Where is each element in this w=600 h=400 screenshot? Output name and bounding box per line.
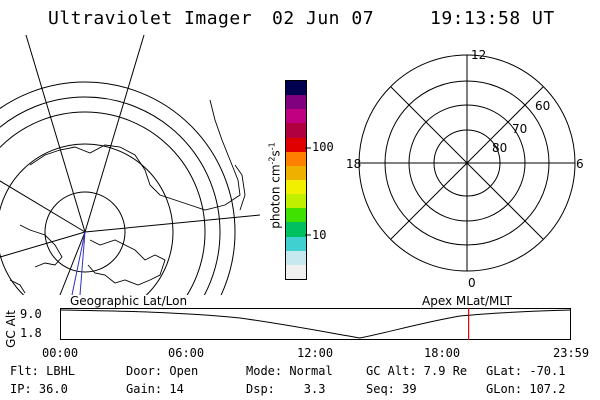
apex-label: Apex MLat/MLT [422,294,512,308]
x-tick-0600: 06:00 [168,346,205,360]
info-gain: Gain: 14 [126,382,184,396]
title: Ultraviolet Imager [48,8,253,29]
altitude-y-high: 9.0 [20,307,42,321]
meridian [0,231,86,258]
info-gc-alt: GC Alt: 7.9 Re [366,364,468,378]
polar-diagonal [390,86,544,240]
altitude-curve [60,309,571,339]
time: 19:13:58 UT [430,8,555,29]
colorbar-segment [286,95,306,110]
lat-label-60: 60 [535,99,550,113]
colorbar-segment [286,137,306,152]
x-tick-1200: 12:00 [297,346,334,360]
colorbar-segment [286,250,306,265]
altitude-y-low: 1.8 [20,326,42,340]
lat-circle [0,81,236,295]
geographic-map [0,35,260,295]
meridian [84,35,145,233]
x-tick-0000: 00:00 [42,346,79,360]
meridian [59,231,86,295]
colorbar-segment [286,165,306,181]
mlt-label-0: 0 [468,276,476,290]
colorbar-segment [286,81,306,96]
altitude-frame [60,308,571,340]
lat-label-80: 80 [492,141,507,155]
geographic-label: Geographic Lat/Lon [70,294,188,308]
lat-circle [0,111,206,295]
meridian [84,214,260,233]
info-ip: IP: 36.0 [10,382,68,396]
x-tick-1800: 18:00 [424,346,461,360]
altitude-plot [60,308,571,340]
colorbar-segment [286,222,306,237]
info-glat: GLat: -70.1 [486,364,566,378]
satellite-track [79,231,86,295]
colorbar-segment [286,123,306,138]
colorbar-unit-label: photon cm-2s-1 [267,142,283,229]
date: 02 Jun 07 [272,8,375,29]
lat-circle [0,96,221,295]
colorbar-segment [286,109,306,124]
colorbar-segment [286,151,306,166]
satellite-track [71,231,86,295]
colorbar-tick-100: 100 [312,140,334,154]
info-seq: Seq: 39 [366,382,417,396]
info-door: Door: Open [126,364,199,378]
colorbar-tick-10: 10 [312,228,327,242]
lat-circle [44,191,126,273]
meridian [25,35,86,233]
altitude-axis-label: GC Alt [3,310,18,348]
mlt-label-18: 18 [346,157,361,171]
polar-plot: 12 18 6 0 60 70 80 [346,48,584,290]
info-glon: GLon: 107.2 [486,382,566,396]
coastline [9,99,246,294]
colorbar-segment [286,264,306,279]
info-dsp: Dsp: 3.3 [246,382,326,396]
mlt-label-12: 12 [471,48,486,62]
x-tick-2359: 23:59 [553,346,590,360]
info-flt: Flt: LBHL [10,364,76,378]
colorbar [285,80,307,280]
lat-circle [0,143,174,295]
info-mode: Mode: Normal [246,364,333,378]
colorbar-segment [286,194,306,209]
colorbar-segment [286,208,306,223]
mlt-label-6: 6 [576,157,584,171]
meridian [0,180,86,233]
colorbar-segment [286,180,306,195]
lat-label-70: 70 [512,122,527,136]
colorbar-segment [286,236,306,251]
